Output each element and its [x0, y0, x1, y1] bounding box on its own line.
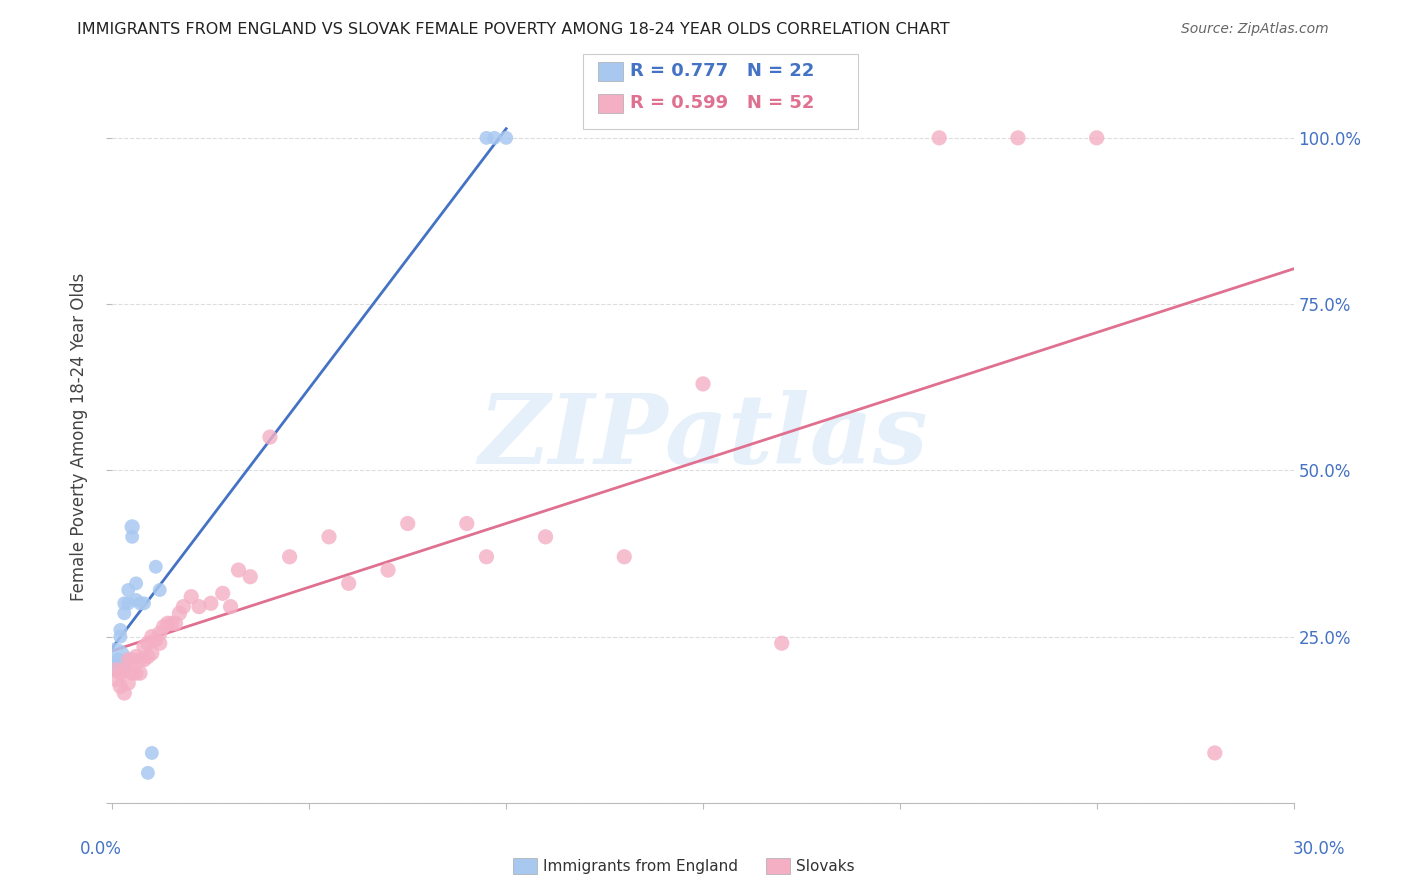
Point	[125, 593, 148, 607]
Point	[211, 586, 233, 600]
Point	[145, 559, 167, 574]
Point	[132, 596, 155, 610]
Point	[475, 549, 498, 564]
Point	[129, 666, 152, 681]
Point	[534, 530, 557, 544]
Point	[239, 570, 262, 584]
Point	[613, 549, 636, 564]
Point	[125, 649, 148, 664]
Point	[121, 666, 143, 681]
Point	[121, 653, 143, 667]
Point	[110, 630, 132, 644]
Point	[136, 765, 159, 780]
Point	[110, 623, 132, 637]
Point	[172, 599, 194, 614]
Point	[1085, 131, 1108, 145]
Point	[112, 663, 135, 677]
Point	[132, 640, 155, 654]
Point	[110, 666, 132, 681]
Y-axis label: Female Poverty Among 18-24 Year Olds: Female Poverty Among 18-24 Year Olds	[70, 273, 89, 601]
Point	[495, 131, 517, 145]
Point	[475, 131, 498, 145]
Point	[692, 376, 714, 391]
Text: ZIPatlas: ZIPatlas	[478, 390, 928, 484]
Point	[396, 516, 419, 531]
Point	[1007, 131, 1029, 145]
Point	[219, 599, 242, 614]
Point	[278, 549, 301, 564]
Point	[129, 653, 152, 667]
Point	[117, 676, 139, 690]
Point	[156, 616, 179, 631]
Point	[145, 632, 167, 647]
Point	[129, 596, 152, 610]
Point	[149, 582, 172, 597]
Point	[456, 516, 478, 531]
Point	[103, 653, 125, 667]
Point	[117, 582, 139, 597]
Point	[125, 666, 148, 681]
Point	[180, 590, 202, 604]
Point	[152, 619, 174, 633]
Point	[318, 530, 340, 544]
Point	[105, 659, 128, 673]
Text: IMMIGRANTS FROM ENGLAND VS SLOVAK FEMALE POVERTY AMONG 18-24 YEAR OLDS CORRELATI: IMMIGRANTS FROM ENGLAND VS SLOVAK FEMALE…	[77, 22, 950, 37]
Point	[112, 686, 135, 700]
Point	[149, 626, 172, 640]
Point	[107, 653, 129, 667]
Point	[121, 530, 143, 544]
Text: 0.0%: 0.0%	[80, 840, 122, 858]
Text: Slovaks: Slovaks	[796, 859, 855, 873]
Point	[149, 636, 172, 650]
Point	[110, 680, 132, 694]
Text: 30.0%: 30.0%	[1292, 840, 1346, 858]
Point	[337, 576, 360, 591]
Point	[377, 563, 399, 577]
Text: Source: ZipAtlas.com: Source: ZipAtlas.com	[1181, 22, 1329, 37]
Text: Immigrants from England: Immigrants from England	[543, 859, 738, 873]
Point	[136, 636, 159, 650]
Point	[125, 576, 148, 591]
Point	[132, 653, 155, 667]
Point	[200, 596, 222, 610]
Point	[160, 616, 183, 631]
Point	[141, 646, 163, 660]
Point	[121, 520, 143, 534]
Point	[117, 653, 139, 667]
Point	[188, 599, 211, 614]
Point	[136, 649, 159, 664]
Point	[112, 596, 135, 610]
Point	[169, 607, 191, 621]
Point	[165, 616, 187, 631]
Point	[105, 673, 128, 687]
Text: R = 0.599   N = 52: R = 0.599 N = 52	[630, 95, 814, 112]
Point	[112, 607, 135, 621]
Point	[105, 663, 128, 677]
Point	[141, 630, 163, 644]
Point	[484, 131, 506, 145]
Point	[228, 563, 250, 577]
Point	[928, 131, 950, 145]
Point	[141, 746, 163, 760]
Point	[1204, 746, 1226, 760]
Text: R = 0.777   N = 22: R = 0.777 N = 22	[630, 62, 814, 80]
Point	[770, 636, 793, 650]
Point	[117, 596, 139, 610]
Point	[259, 430, 281, 444]
